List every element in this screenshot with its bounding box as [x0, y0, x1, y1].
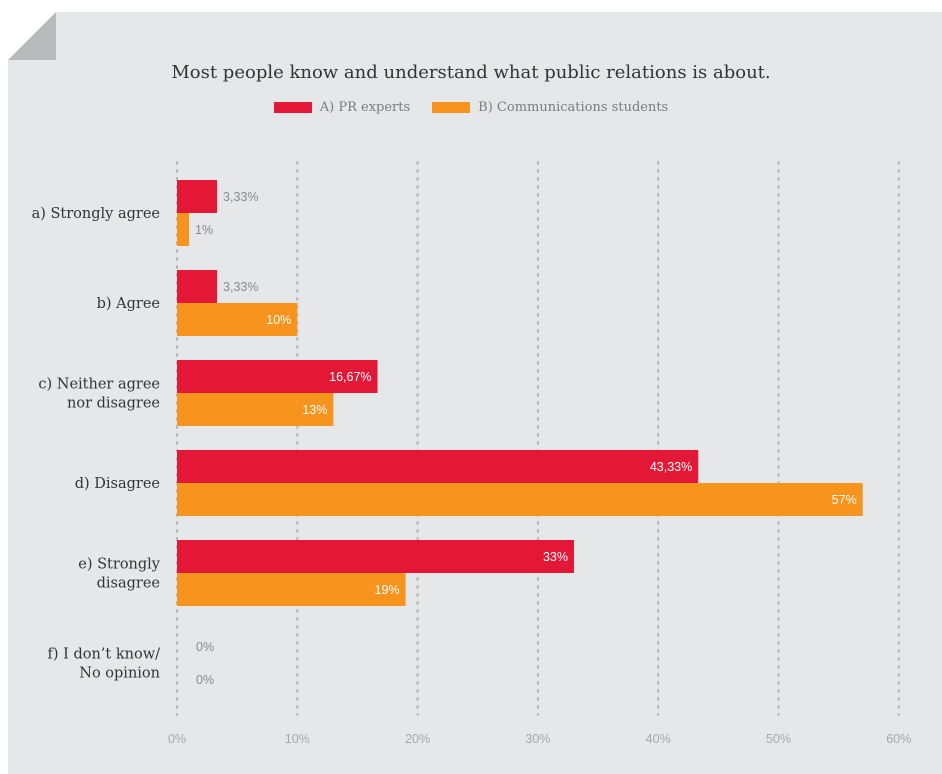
x-tick-label-60: 60% [886, 732, 911, 746]
data-label-pr-experts-1: 3,33% [223, 280, 258, 294]
x-tick-label-50: 50% [766, 732, 791, 746]
bar-communications-students-3 [177, 483, 863, 516]
bar-pr-experts-2 [177, 360, 378, 393]
data-label-pr-experts-2: 16,67% [329, 370, 371, 384]
category-label-5-1: No opinion [79, 666, 160, 682]
data-label-communications-students-3: 57% [832, 493, 857, 507]
legend-swatch-communications-students [432, 102, 471, 113]
data-label-communications-students-4: 19% [375, 583, 400, 597]
category-label-1-0: b) Agree [97, 296, 160, 312]
data-label-pr-experts-3: 43,33% [650, 460, 692, 474]
folded-corner [8, 12, 56, 60]
bar-pr-experts-4 [177, 540, 574, 573]
x-tick-label-20: 20% [405, 732, 430, 746]
data-label-communications-students-5: 0% [196, 673, 214, 687]
x-tick-label-40: 40% [646, 732, 671, 746]
data-label-pr-experts-5: 0% [196, 640, 214, 654]
data-label-communications-students-1: 10% [266, 313, 291, 327]
bar-pr-experts-1 [177, 270, 218, 303]
chart-legend: A) PR experts B) Communications students [0, 100, 942, 115]
data-label-pr-experts-4: 33% [543, 550, 568, 564]
x-tick-label-0: 0% [168, 732, 186, 746]
bar-communications-students-4 [177, 573, 406, 606]
data-label-communications-students-0: 1% [195, 223, 213, 237]
legend-label-pr-experts: A) PR experts [319, 100, 411, 115]
category-label-3-0: d) Disagree [75, 476, 160, 492]
chart-panel [8, 12, 942, 774]
bar-pr-experts-3 [177, 450, 699, 483]
category-label-4-1: disagree [97, 576, 160, 592]
bar-pr-experts-0 [177, 180, 218, 213]
category-label-2-0: c) Neither agree [38, 377, 160, 393]
chart-title: Most people know and understand what pub… [171, 62, 771, 83]
category-label-2-1: nor disagree [67, 396, 160, 412]
data-label-pr-experts-0: 3,33% [223, 190, 258, 204]
bar-communications-students-1 [177, 303, 298, 336]
bar-communications-students-2 [177, 393, 334, 426]
legend-label-communications-students: B) Communications students [478, 100, 669, 115]
legend-item-communications-students: B) Communications students [432, 100, 668, 115]
category-label-4-0: e) Strongly [78, 557, 161, 573]
category-label-0-0: a) Strongly agree [32, 206, 160, 222]
legend-swatch-pr-experts [273, 102, 312, 113]
bar-communications-students-0 [177, 213, 190, 246]
data-label-communications-students-2: 13% [302, 403, 327, 417]
legend-item-pr-experts: A) PR experts [273, 100, 411, 115]
x-tick-label-30: 30% [525, 732, 550, 746]
x-tick-label-10: 10% [285, 732, 310, 746]
category-label-5-0: f) I don’t know/ [47, 647, 160, 663]
